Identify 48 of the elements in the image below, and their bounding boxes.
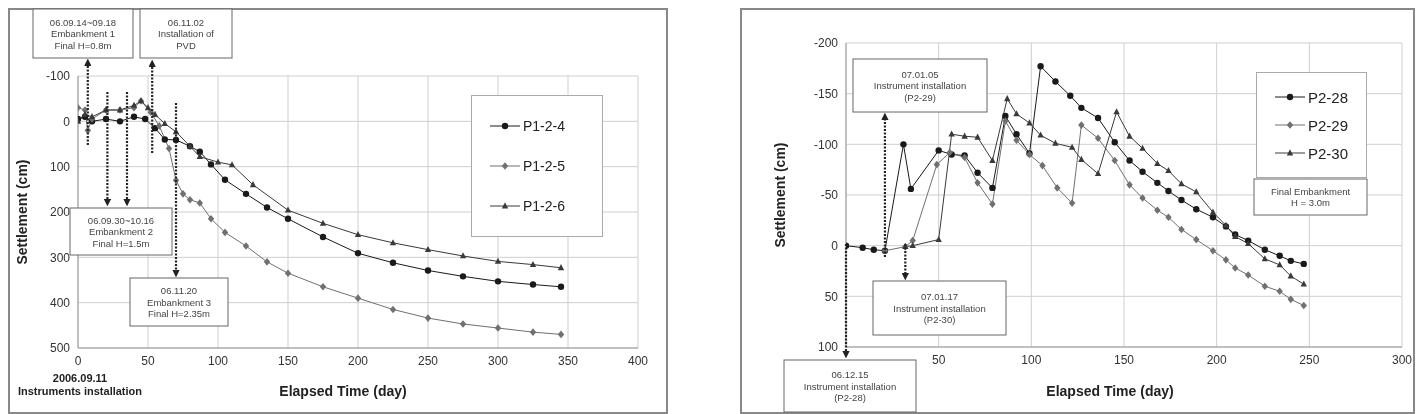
x-tick-label: 250	[1299, 352, 1320, 367]
text: 06.11.02 Installation of PVD	[158, 16, 215, 51]
y-tick-label: 0	[63, 114, 71, 129]
legend-label: P1-2-5	[523, 158, 566, 174]
y-tick-label: 100	[49, 159, 71, 174]
x-axis-title: Elapsed Time (day)	[1046, 383, 1174, 399]
y-tick-label: 0	[831, 238, 839, 253]
x-tick-label: 400	[627, 353, 649, 368]
annotation: 07.01.17 Instrument installation (P2-30)	[893, 291, 986, 326]
x-tick-label: 150	[277, 353, 299, 368]
y-tick-label: -150	[813, 86, 839, 101]
legend-label: P1-2-6	[523, 198, 566, 214]
y-tick-label: -200	[813, 36, 839, 51]
x-axis-title: Elapsed Time (day)	[279, 383, 407, 399]
y-axis-title: Settlement (cm)	[14, 159, 30, 265]
y-tick-label: 200	[49, 205, 71, 220]
x-tick-label: 300	[487, 353, 509, 368]
text: 06.09.14~09.18 Embankment 1 Final H=0.8m	[49, 16, 117, 51]
x-tick-label: 100	[207, 353, 229, 368]
y-tick-label: -100	[813, 137, 839, 152]
legend-label: P2-28	[1308, 88, 1349, 106]
x-tick-label: 100	[1021, 352, 1042, 367]
x-tick-label: 250	[417, 353, 439, 368]
y-tick-label: -100	[45, 69, 71, 84]
y-tick-label: 50	[824, 289, 839, 304]
x-tick-label: 50	[931, 352, 946, 367]
annotation: Final Embankment H = 3.0m	[1270, 186, 1351, 209]
x-tick-label: 50	[141, 353, 155, 368]
y-tick-label: -50	[820, 188, 839, 203]
annotation: 06.09.30~10.16 Embankment 2 Final H=1.5m	[87, 214, 155, 249]
legend-label: P1-2-4	[523, 118, 566, 134]
legend-label: P2-30	[1308, 144, 1349, 162]
y-tick-label: 400	[49, 295, 71, 310]
y-tick-label: 100	[817, 340, 839, 355]
annotation: 06.11.20 Embankment 3 Final H=2.35m	[147, 285, 211, 320]
x-tick-label: 0	[74, 353, 82, 368]
legend-label: P2-29	[1308, 116, 1349, 134]
x-tick-label: 350	[557, 353, 579, 368]
x-tick-label: 200	[347, 353, 369, 368]
text: 06.12.15 Instrument installation (P2-28)	[803, 369, 897, 404]
y-axis-title: Settlement (cm)	[772, 142, 788, 248]
x-tick-label: 300	[1391, 352, 1413, 367]
text: 2006.09.11 Instruments installation	[17, 372, 143, 398]
x-tick-label: 200	[1206, 352, 1227, 367]
y-tick-label: 300	[49, 250, 71, 265]
annotation: 07.01.05 Instrument installation (P2-29)	[873, 68, 967, 103]
x-tick-label: 150	[1113, 352, 1135, 367]
y-tick-label: 500	[49, 341, 71, 356]
